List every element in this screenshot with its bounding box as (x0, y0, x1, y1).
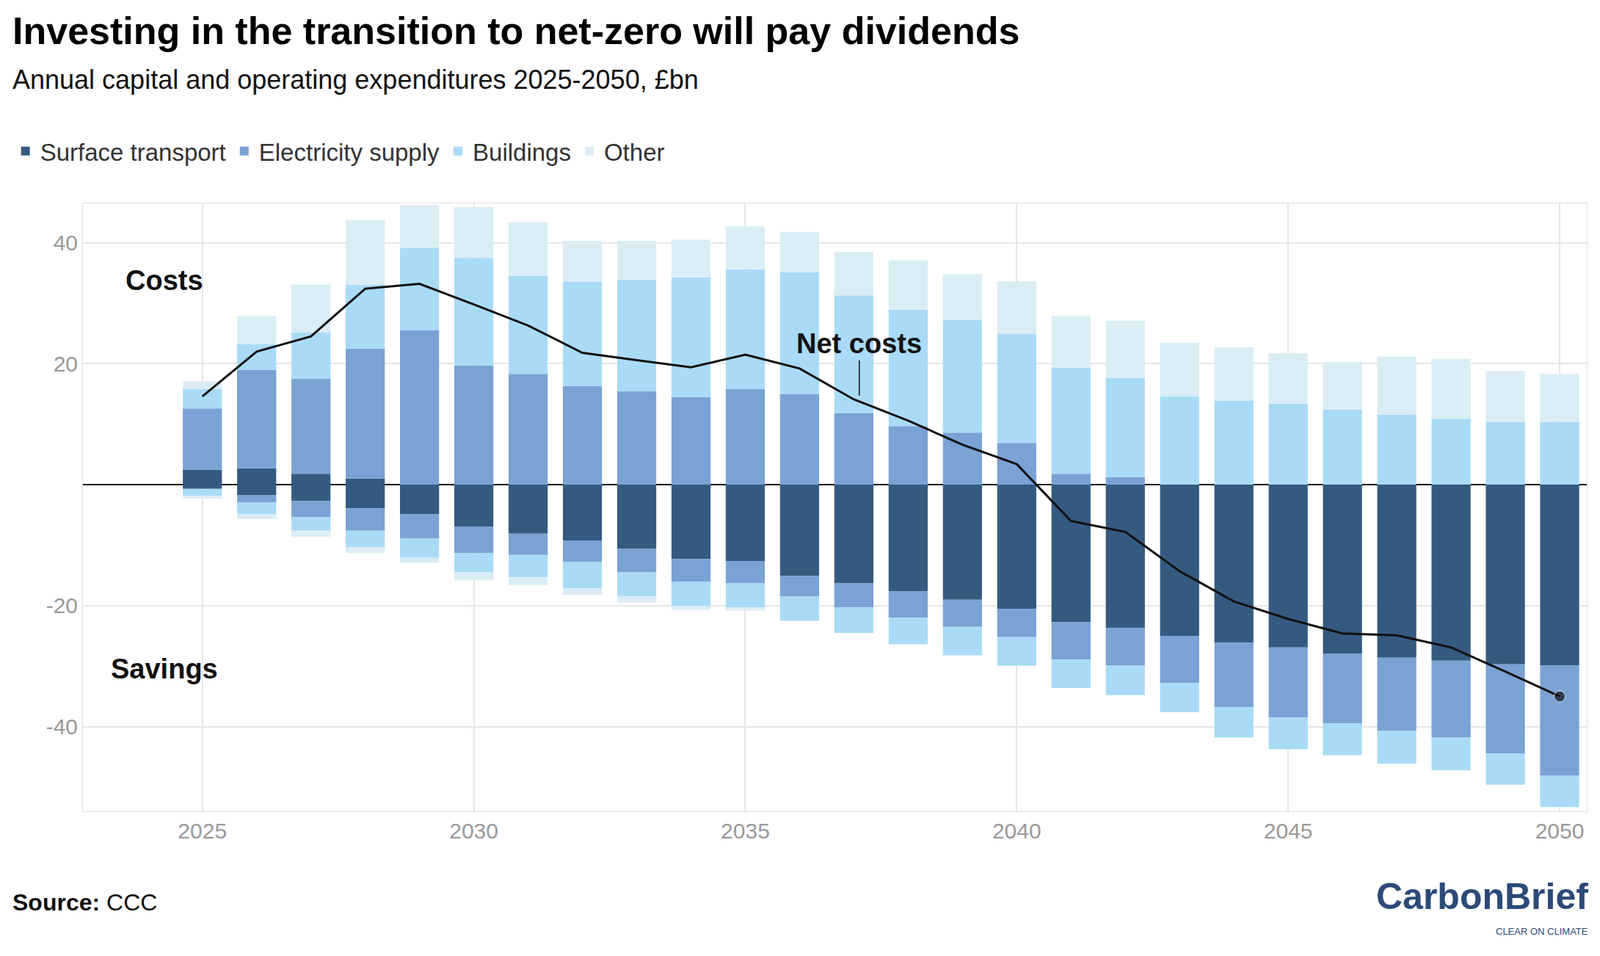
svg-text:20: 20 (53, 351, 78, 376)
svg-text:Annual capital and operating e: Annual capital and operating expenditure… (12, 64, 699, 95)
svg-text:Electricity supply: Electricity supply (259, 138, 440, 166)
svg-text:2025: 2025 (177, 818, 227, 843)
svg-text:Other: Other (604, 138, 665, 166)
svg-text:2030: 2030 (449, 818, 499, 843)
svg-text:-20: -20 (46, 593, 78, 618)
svg-text:Buildings: Buildings (472, 138, 572, 166)
svg-text:Surface transport: Surface transport (40, 138, 227, 166)
svg-text:Costs: Costs (125, 264, 204, 296)
svg-text:2045: 2045 (1263, 818, 1314, 843)
svg-text:CLEAR ON CLIMATE: CLEAR ON CLIMATE (1495, 925, 1589, 937)
svg-text:-40: -40 (46, 714, 78, 739)
svg-text:2050: 2050 (1535, 818, 1585, 843)
svg-text:2040: 2040 (992, 818, 1042, 843)
svg-text:Net costs: Net costs (796, 328, 922, 359)
svg-text:CarbonBrief: CarbonBrief (1376, 875, 1589, 917)
svg-text:Investing in the transition to: Investing in the transition to net-zero … (12, 9, 1020, 53)
svg-text:Savings: Savings (110, 653, 218, 685)
svg-text:40: 40 (53, 230, 78, 255)
svg-text:Source: CCC: Source: CCC (12, 888, 158, 916)
svg-text:2035: 2035 (720, 818, 770, 843)
